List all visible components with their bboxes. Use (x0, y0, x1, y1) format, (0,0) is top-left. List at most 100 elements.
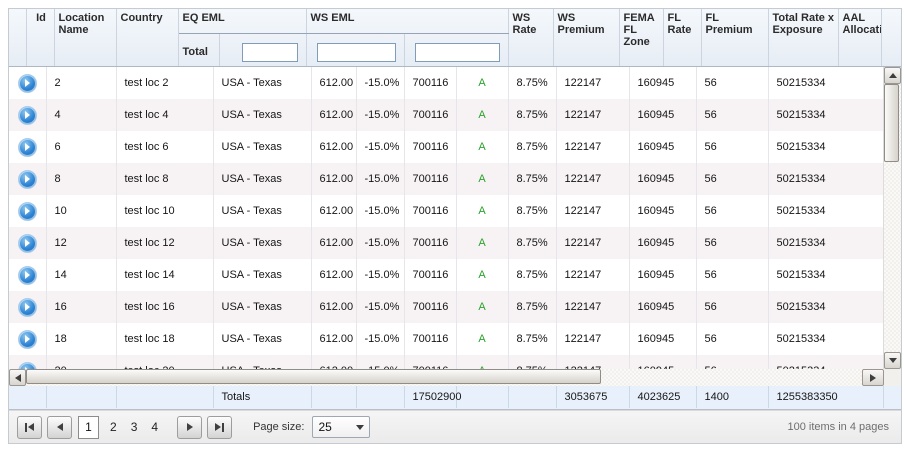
page-link-4[interactable]: 4 (151, 420, 159, 434)
ws-eml-filter-input-2[interactable] (414, 42, 500, 62)
cell-total-rate-exposure: 50215334 (768, 99, 883, 131)
expand-row-button[interactable] (17, 105, 37, 125)
cell-ws-rate: 8.75% (508, 323, 557, 355)
totals-cell-empty (46, 386, 117, 408)
cell-fema-fl-zone: 160945 (629, 67, 697, 99)
totals-fema-fl-zone: 4023625 (629, 386, 697, 408)
table-row: 10 test loc 10 USA - Texas 612.00 -15.0%… (9, 195, 883, 227)
expand-row-button[interactable] (17, 233, 37, 253)
horizontal-scroll-track[interactable] (26, 369, 862, 386)
grid-body: 2 test loc 2 USA - Texas 612.00 -15.0% 7… (9, 67, 883, 369)
cell-ws-eml: 700116 (404, 323, 457, 355)
page-size-value: 25 (318, 420, 332, 434)
cell-eq-eml-pct: -15.0% (356, 195, 405, 227)
cell-eq-eml-total: 612.00 (311, 355, 357, 369)
cell-ws-grade: A (456, 195, 509, 227)
cell-location-name: test loc 16 (116, 291, 214, 323)
expand-cell (9, 291, 47, 323)
cell-ws-grade: A (456, 259, 509, 291)
totals-ws-premium: 3053675 (556, 386, 630, 408)
cell-country: USA - Texas (213, 355, 312, 369)
cell-ws-premium: 122147 (556, 195, 630, 227)
cell-location-name: test loc 18 (116, 323, 214, 355)
scroll-down-button[interactable] (884, 352, 901, 369)
page-size-select[interactable]: 25 (312, 416, 371, 438)
cell-fema-fl-zone: 160945 (629, 323, 697, 355)
cell-ws-rate: 8.75% (508, 355, 557, 369)
vertical-scroll-thumb[interactable] (884, 84, 899, 162)
scroll-left-button[interactable] (9, 369, 26, 386)
expand-row-button[interactable] (17, 297, 37, 317)
cell-total-rate-exposure: 50215334 (768, 67, 883, 99)
grid-header: Id Location Name Country EQ EML WS EML W… (9, 9, 901, 67)
expand-row-button[interactable] (17, 201, 37, 221)
cell-ws-rate: 8.75% (508, 131, 557, 163)
arrow-left-icon (14, 373, 21, 382)
horizontal-scrollbar[interactable] (9, 369, 884, 386)
last-page-button[interactable] (207, 415, 233, 439)
cell-id: 10 (46, 195, 117, 227)
cell-fl-premium: 56 (696, 259, 769, 291)
totals-fl-premium: 1400 (696, 386, 769, 408)
next-page-button[interactable] (177, 415, 203, 439)
cell-fl-premium: 56 (696, 163, 769, 195)
expand-row-button[interactable] (17, 137, 37, 157)
cell-country: USA - Texas (213, 163, 312, 195)
cell-eq-eml-pct: -15.0% (356, 259, 405, 291)
expand-row-button[interactable] (17, 361, 37, 369)
vertical-scroll-track[interactable] (884, 84, 901, 352)
totals-row: Totals 17502900 3053675 4023625 1400 125… (9, 386, 901, 410)
arrow-right-icon (25, 271, 31, 279)
eq-eml-filter-input[interactable] (241, 42, 298, 62)
cell-fema-fl-zone: 160945 (629, 227, 697, 259)
cell-ws-grade: A (456, 323, 509, 355)
ws-eml-filter-input-1[interactable] (316, 42, 396, 62)
scroll-right-button[interactable] (862, 369, 884, 386)
table-row: 18 test loc 18 USA - Texas 612.00 -15.0%… (9, 323, 883, 355)
arrow-right-icon (25, 175, 31, 183)
expand-row-button[interactable] (17, 329, 37, 349)
scroll-up-button[interactable] (884, 67, 901, 84)
previous-page-button[interactable] (47, 415, 72, 439)
cell-country: USA - Texas (213, 67, 312, 99)
expand-cell (9, 355, 47, 369)
cell-ws-eml: 700116 (404, 67, 457, 99)
expand-row-button[interactable] (17, 73, 37, 93)
cell-total-rate-exposure: 50215334 (768, 131, 883, 163)
cell-eq-eml-total: 612.00 (311, 291, 357, 323)
expand-cell (9, 259, 47, 291)
cell-country: USA - Texas (213, 323, 312, 355)
cell-id: 6 (46, 131, 117, 163)
arrow-right-icon (25, 335, 31, 343)
totals-cell-empty (356, 386, 405, 408)
page-link-2[interactable]: 2 (110, 420, 117, 434)
scrollbar-corner (884, 369, 901, 386)
horizontal-scroll-thumb[interactable] (26, 369, 601, 384)
header-cell-total-rate-exposure: Total Rate x Exposure (768, 9, 839, 66)
cell-location-name: test loc 6 (116, 131, 214, 163)
cell-ws-eml: 700116 (404, 163, 457, 195)
first-page-button[interactable] (17, 415, 42, 439)
expand-row-button[interactable] (17, 265, 37, 285)
arrow-right-scroll-icon (870, 373, 876, 382)
cell-ws-grade: A (456, 131, 509, 163)
totals-cell-empty (9, 386, 47, 408)
header-cell-filler (881, 9, 901, 66)
cell-id: 4 (46, 99, 117, 131)
expand-cell (9, 195, 47, 227)
cell-ws-premium: 122147 (556, 163, 630, 195)
cell-location-name: test loc 20 (116, 355, 214, 369)
arrow-right-icon (25, 239, 31, 247)
header-subcell-eq-filter (219, 33, 307, 66)
cell-ws-eml: 700116 (404, 291, 457, 323)
cell-total-rate-exposure: 50215334 (768, 163, 883, 195)
current-page-indicator[interactable]: 1 (78, 415, 99, 439)
cell-ws-grade: A (456, 163, 509, 195)
page-link-3[interactable]: 3 (130, 420, 138, 434)
vertical-scrollbar[interactable] (883, 67, 901, 369)
expand-cell (9, 323, 47, 355)
expand-row-button[interactable] (17, 169, 37, 189)
totals-label: Totals (213, 386, 312, 408)
cell-country: USA - Texas (213, 99, 312, 131)
arrow-up-icon (888, 73, 897, 78)
